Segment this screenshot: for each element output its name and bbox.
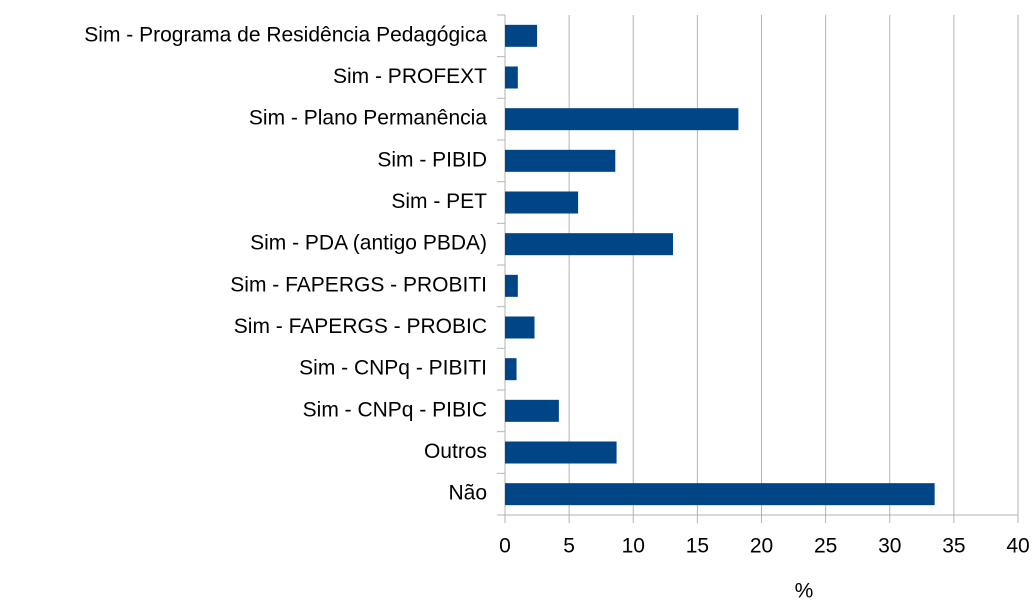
bar [505, 483, 935, 506]
bar [505, 24, 538, 47]
x-tick-label: 25 [814, 535, 837, 558]
x-tick-label: 10 [622, 535, 645, 558]
x-tick-label: 35 [942, 535, 965, 558]
bar [505, 399, 559, 422]
y-tick-label: Sim - PET [391, 190, 487, 213]
x-axis-label: % [795, 580, 814, 601]
bar [505, 108, 739, 131]
y-tick-label: Sim - Programa de Residência Pedagógica [84, 23, 487, 46]
x-tick-label: 5 [563, 535, 575, 558]
bar [505, 233, 674, 256]
bar [505, 66, 518, 89]
bar [505, 191, 579, 214]
y-tick-label: Sim - PDA (antigo PBDA) [250, 232, 487, 255]
bar [505, 441, 617, 464]
y-tick-label: Outros [424, 440, 487, 463]
y-tick-label: Sim - FAPERGS - PROBITI [230, 273, 487, 296]
bar [505, 358, 517, 381]
y-tick-label: Sim - Plano Permanência [249, 107, 487, 130]
x-tick-label: 15 [686, 535, 709, 558]
x-tick-label: 40 [1006, 535, 1029, 558]
bar [505, 274, 518, 297]
x-tick-label: 30 [878, 535, 901, 558]
x-tick-label: 20 [750, 535, 773, 558]
y-tick-label: Sim - CNPq - PIBIC [303, 398, 487, 421]
y-tick-label: Sim - PROFEXT [333, 65, 487, 88]
y-tick-label: Não [448, 482, 487, 505]
y-tick-label: Sim - FAPERGS - PROBIC [234, 315, 487, 338]
y-tick-label: Sim - CNPq - PIBITI [299, 357, 487, 380]
y-tick-label: Sim - PIBID [377, 148, 487, 171]
bar [505, 149, 616, 172]
x-tick-label: 0 [499, 535, 511, 558]
bar [505, 316, 535, 339]
